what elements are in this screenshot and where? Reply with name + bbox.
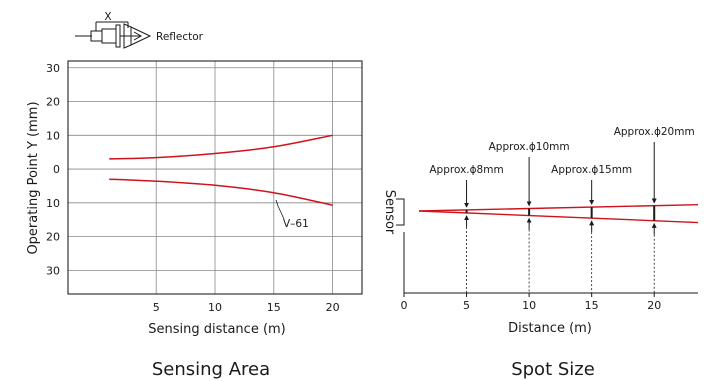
- lower-boundary-curve: [109, 178, 333, 206]
- spot-size-chart: Sensor 0 5 10 15 20 Approx.ϕ8mmApprox.ϕ10mmA…: [382, 126, 699, 380]
- series-label-v61: V–61: [283, 218, 309, 230]
- y-tick-label: 0: [53, 163, 60, 176]
- sensing-area-grid: [68, 61, 362, 294]
- sensing-area-curves: [109, 134, 333, 206]
- spot-size-x-ticks: 0 5 10 15 20: [401, 293, 661, 312]
- x-tick-label: 10: [208, 301, 222, 314]
- spot-size-label: Approx.ϕ8mm: [429, 164, 503, 176]
- x-tick-label: 10: [522, 299, 536, 312]
- y-tick-label: 10: [46, 197, 60, 210]
- y-tick-label: 30: [46, 62, 60, 75]
- sensing-area-chart: X Reflector 30 20 10 0 10 20 30 5 10 15 20 V–61 O…: [26, 11, 363, 380]
- x-tick-label: 15: [267, 301, 281, 314]
- diagram-reflector-label: Reflector: [156, 31, 204, 43]
- spot-size-markers: Approx.ϕ8mm Approx.ϕ10mm Approx.ϕ15mm Appro…: [429, 126, 695, 293]
- spot-size-label: Approx.ϕ20mm: [614, 126, 695, 138]
- diagram-distance-label: X: [104, 11, 111, 23]
- x-tick-label: 15: [585, 299, 599, 312]
- series-label-leader: [275, 199, 279, 207]
- series-label-leader-line: [277, 205, 285, 220]
- beam-lower-edge: [418, 210, 699, 224]
- sensor-reflector-diagram: [75, 21, 152, 49]
- sensing-area-plot-frame: [67, 60, 363, 295]
- sensor-bracket: [396, 198, 405, 226]
- beam-upper-edge: [418, 204, 699, 212]
- spot-size-label: Approx.ϕ10mm: [489, 141, 570, 153]
- sensing-area-y-axis-label: Operating Point Y (mm): [26, 101, 41, 254]
- y-tick-label: 20: [46, 96, 60, 109]
- spot-size-title: Spot Size: [511, 359, 595, 380]
- sensing-area-x-axis-label: Sensing distance (m): [148, 322, 286, 337]
- upper-boundary-curve: [109, 134, 333, 160]
- x-tick-label: 0: [401, 299, 408, 312]
- x-tick-label: 20: [326, 301, 340, 314]
- sensing-area-title: Sensing Area: [152, 359, 270, 380]
- spot-size-x-axis-label: Distance (m): [508, 321, 592, 336]
- spot-size-y-axis-label: Sensor: [382, 190, 397, 235]
- x-tick-label: 20: [647, 299, 661, 312]
- x-tick-label: 5: [463, 299, 470, 312]
- y-tick-label: 20: [46, 231, 60, 244]
- y-tick-label: 30: [46, 264, 60, 277]
- y-tick-label: 10: [46, 129, 60, 142]
- sensing-area-x-ticks: 5 10 15 20: [153, 301, 340, 314]
- spot-size-label: Approx.ϕ15mm: [551, 164, 632, 176]
- sensing-area-y-ticks: 30 20 10 0 10 20 30: [46, 62, 60, 278]
- spot-size-beam: [418, 204, 699, 224]
- x-tick-label: 5: [153, 301, 160, 314]
